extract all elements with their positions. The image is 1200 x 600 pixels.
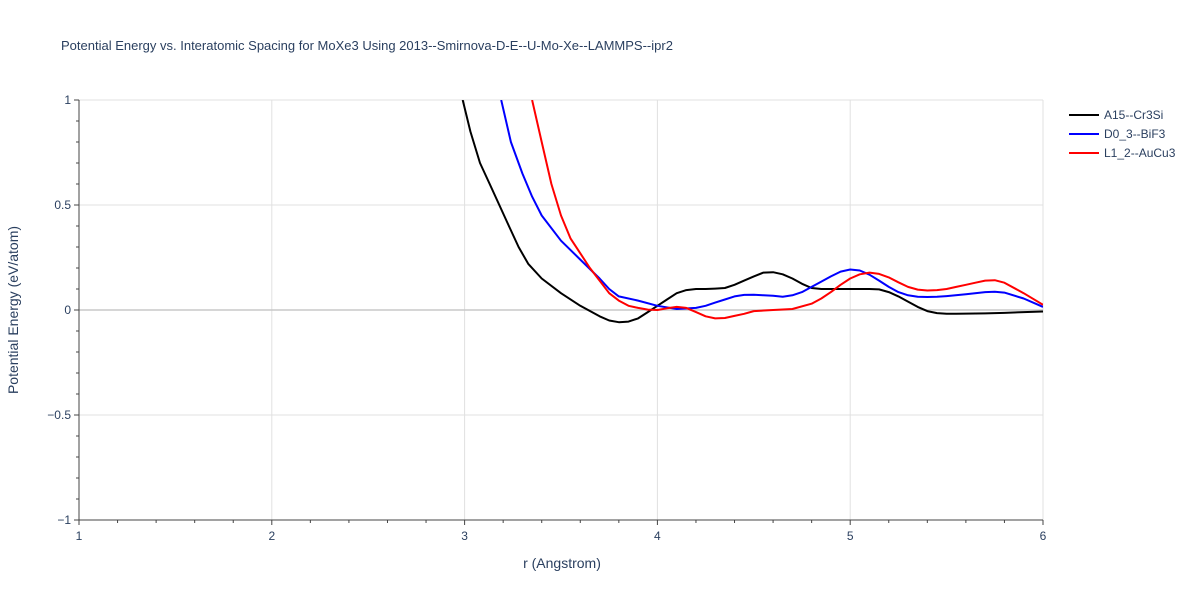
x-axis-ticks: 1 2 3 4 5 6 <box>76 529 1047 543</box>
y-tick-label: 1 <box>64 93 71 107</box>
axes <box>74 99 1044 525</box>
series-line-2 <box>500 100 1043 310</box>
grid <box>79 99 1044 520</box>
chart-title: Potential Energy vs. Interatomic Spacing… <box>61 38 673 53</box>
y-axis-ticks: −1 −0.5 0 0.5 1 <box>47 93 71 527</box>
x-tick-label: 2 <box>268 529 275 543</box>
series-line-3 <box>531 100 1043 320</box>
x-axis-title: r (Angstrom) <box>523 555 601 571</box>
legend-label: L1_2--AuCu3 <box>1104 146 1176 160</box>
y-tick-label: 0 <box>64 303 71 317</box>
plot-area <box>461 100 1043 324</box>
y-tick-label: −0.5 <box>47 408 71 422</box>
x-tick-label: 1 <box>76 529 83 543</box>
legend: A15--Cr3Si D0_3--BiF3 L1_2--AuCu3 <box>1069 108 1176 160</box>
legend-label: D0_3--BiF3 <box>1104 127 1166 141</box>
legend-label: A15--Cr3Si <box>1104 108 1163 122</box>
y-axis-title: Potential Energy (eV/atom) <box>5 226 21 394</box>
x-tick-label: 6 <box>1040 529 1047 543</box>
y-tick-label: 0.5 <box>54 198 71 212</box>
x-tick-label: 5 <box>847 529 854 543</box>
y-tick-label: −1 <box>57 513 71 527</box>
x-tick-label: 4 <box>654 529 661 543</box>
series-line-1 <box>461 100 1043 324</box>
x-tick-label: 3 <box>461 529 468 543</box>
